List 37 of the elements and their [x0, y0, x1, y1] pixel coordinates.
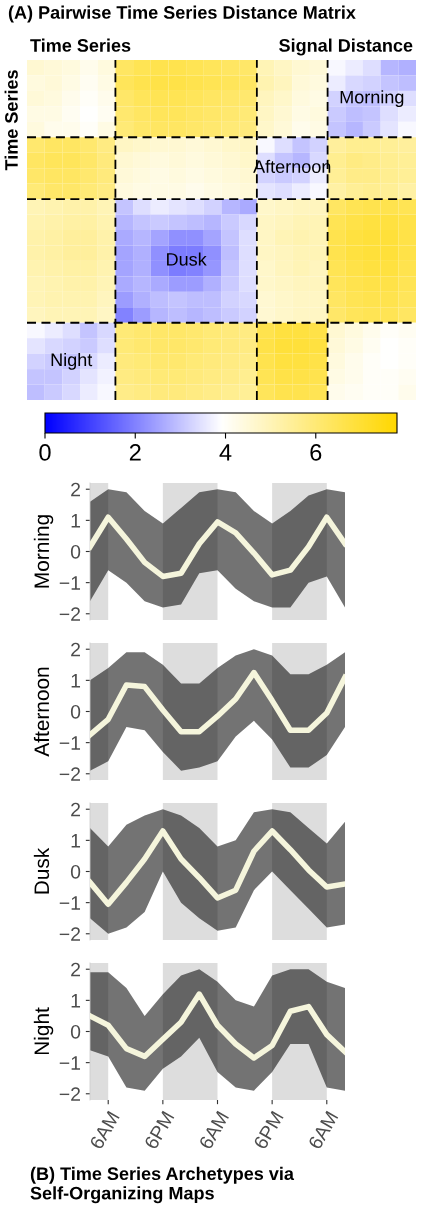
color-bar-label: 2	[129, 444, 141, 461]
annotation: Morning	[340, 90, 404, 108]
y-tick-label: −1	[59, 736, 81, 750]
y-tick-label: 2	[71, 482, 80, 497]
annotation: Afternoon	[253, 159, 331, 174]
y-tick-label: −2	[59, 767, 80, 781]
y-tick-label: 0	[70, 704, 81, 719]
y-axis-title: Dusk	[33, 847, 50, 894]
x-axis-title: Time Series	[30, 38, 131, 52]
y-tick-label: −2	[59, 927, 80, 941]
y-tick-label: −2	[59, 1087, 80, 1101]
color-bar-label: 0	[39, 444, 51, 461]
y-tick-label: 0	[70, 864, 81, 879]
color-bar-title: Signal Distance	[279, 38, 413, 56]
y-axis-title: Afternoon	[33, 667, 50, 757]
y-tick-label: −1	[59, 1056, 81, 1070]
y-tick-label: −1	[59, 896, 81, 910]
y-tick-label: 2	[71, 642, 80, 657]
y-axis-title: Night	[33, 1007, 54, 1055]
y-axis-title: Morning	[33, 515, 54, 588]
y-tick-label: 0	[70, 1024, 81, 1039]
y-axis-title: Time Series	[4, 70, 18, 171]
chart-title: (A) Pairwise Time Series Distance Matrix	[8, 5, 356, 23]
y-tick-label: −1	[59, 576, 81, 590]
annotation: Dusk	[167, 252, 207, 266]
y-tick-label: 1	[71, 994, 81, 1008]
y-tick-label: 1	[71, 674, 81, 688]
y-tick-label: 1	[71, 514, 81, 528]
y-tick-label: 1	[71, 834, 81, 848]
color-bar-label: 4	[219, 444, 232, 461]
y-tick-label: 2	[71, 962, 80, 977]
y-tick-label: 2	[71, 802, 80, 817]
y-tick-label: −2	[59, 607, 80, 621]
annotation: Night	[51, 352, 93, 370]
color-bar-label: 6	[310, 444, 322, 461]
text: (B) Time Series Archetypes via Self-Organizing Maps	[30, 1166, 295, 1204]
y-tick-label: 0	[70, 544, 81, 559]
